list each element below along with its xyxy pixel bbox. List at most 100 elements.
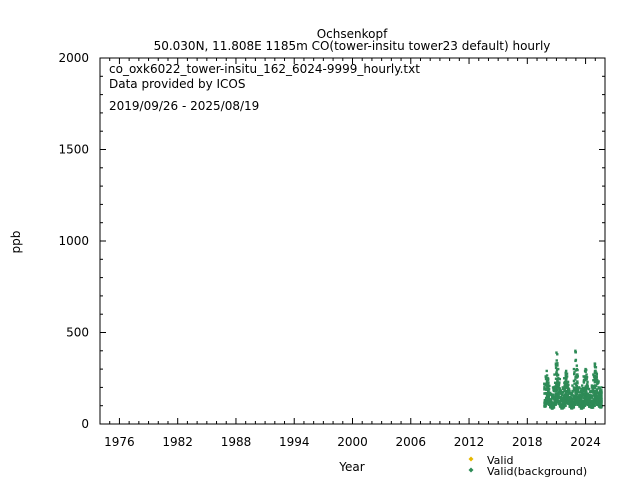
data-point-peak bbox=[550, 393, 553, 396]
data-point bbox=[553, 385, 557, 388]
data-point bbox=[580, 391, 584, 395]
x-tick-label: 2024 bbox=[570, 435, 601, 449]
x-tick-label: 1994 bbox=[279, 435, 310, 449]
data-point bbox=[549, 404, 552, 407]
data-point bbox=[561, 404, 565, 407]
data-point bbox=[572, 403, 576, 406]
data-point bbox=[557, 386, 560, 389]
data-point bbox=[575, 387, 578, 391]
data-point bbox=[557, 383, 561, 387]
data-point bbox=[554, 386, 558, 390]
data-point bbox=[556, 353, 559, 356]
data-point bbox=[600, 404, 603, 407]
data-point bbox=[584, 389, 588, 392]
data-point bbox=[585, 395, 588, 398]
data-point bbox=[583, 394, 586, 397]
data-point bbox=[583, 402, 587, 406]
data-point bbox=[600, 398, 603, 402]
data-point bbox=[563, 384, 566, 387]
data-point bbox=[600, 393, 603, 396]
data-point-peak bbox=[566, 380, 570, 384]
data-point bbox=[593, 404, 596, 407]
data-point-peak bbox=[586, 380, 589, 384]
data-point bbox=[547, 393, 550, 397]
data-point-peak bbox=[553, 373, 556, 376]
data-point bbox=[593, 381, 597, 384]
data-point bbox=[569, 404, 573, 408]
data-point bbox=[597, 394, 601, 398]
data-point-peak bbox=[592, 373, 595, 376]
data-point bbox=[595, 393, 598, 396]
data-point bbox=[582, 404, 586, 407]
data-point bbox=[581, 403, 584, 406]
data-point-peak bbox=[579, 389, 582, 393]
data-point bbox=[554, 402, 558, 405]
data-point bbox=[587, 399, 591, 403]
data-point bbox=[553, 398, 556, 401]
data-point bbox=[550, 406, 553, 409]
data-point bbox=[564, 386, 567, 389]
data-point bbox=[546, 380, 549, 383]
data-point bbox=[590, 402, 593, 406]
data-point bbox=[557, 367, 560, 371]
data-point bbox=[553, 388, 556, 391]
data-point bbox=[578, 401, 581, 405]
data-point-peak bbox=[571, 384, 574, 387]
y-axis-ticks: 0 500 1000 1500 2000 bbox=[58, 51, 605, 431]
data-point bbox=[573, 371, 576, 374]
data-point bbox=[582, 387, 586, 390]
data-point-peak bbox=[587, 388, 591, 391]
data-point-peak bbox=[546, 377, 549, 380]
data-point bbox=[555, 384, 559, 387]
data-point bbox=[581, 395, 584, 398]
data-point bbox=[586, 385, 589, 389]
data-point bbox=[595, 375, 598, 379]
data-point bbox=[574, 350, 577, 354]
data-point bbox=[564, 373, 568, 377]
data-point-peak bbox=[544, 375, 547, 378]
data-point bbox=[591, 391, 595, 394]
data-point bbox=[560, 405, 563, 409]
data-point bbox=[590, 396, 594, 399]
legend-label: Valid bbox=[487, 454, 514, 467]
data-point-peak bbox=[565, 375, 569, 378]
data-point bbox=[558, 400, 561, 403]
data-point bbox=[559, 403, 562, 407]
data-point bbox=[576, 393, 579, 396]
data-point bbox=[563, 395, 566, 398]
data-point bbox=[592, 398, 595, 401]
data-point-peak bbox=[594, 366, 597, 369]
data-point bbox=[574, 383, 578, 386]
data-point bbox=[600, 396, 603, 400]
data-point-peak bbox=[578, 386, 581, 389]
data-point bbox=[565, 394, 568, 397]
data-point bbox=[544, 387, 548, 390]
data-point bbox=[594, 384, 598, 388]
data-point bbox=[555, 369, 559, 372]
data-point bbox=[549, 402, 553, 406]
data-point bbox=[547, 400, 551, 404]
x-axis-label: Year bbox=[338, 460, 364, 474]
data-point bbox=[545, 402, 548, 406]
data-point bbox=[550, 404, 553, 407]
data-point bbox=[567, 392, 571, 395]
data-point bbox=[569, 396, 573, 400]
data-point bbox=[584, 370, 587, 373]
data-point bbox=[543, 387, 546, 391]
data-point bbox=[582, 378, 586, 382]
y-tick-label: 2000 bbox=[58, 51, 89, 65]
data-point bbox=[598, 387, 602, 390]
x-tick-label: 2012 bbox=[454, 435, 485, 449]
data-point-peak bbox=[548, 391, 552, 395]
data-point bbox=[545, 388, 548, 392]
data-point bbox=[572, 379, 576, 383]
data-point bbox=[574, 369, 577, 372]
data-point bbox=[556, 373, 560, 377]
data-point bbox=[561, 391, 565, 394]
data-point bbox=[582, 381, 586, 384]
data-point-peak bbox=[545, 369, 548, 373]
data-point bbox=[595, 396, 598, 399]
data-point bbox=[585, 391, 588, 394]
data-point bbox=[560, 396, 563, 400]
